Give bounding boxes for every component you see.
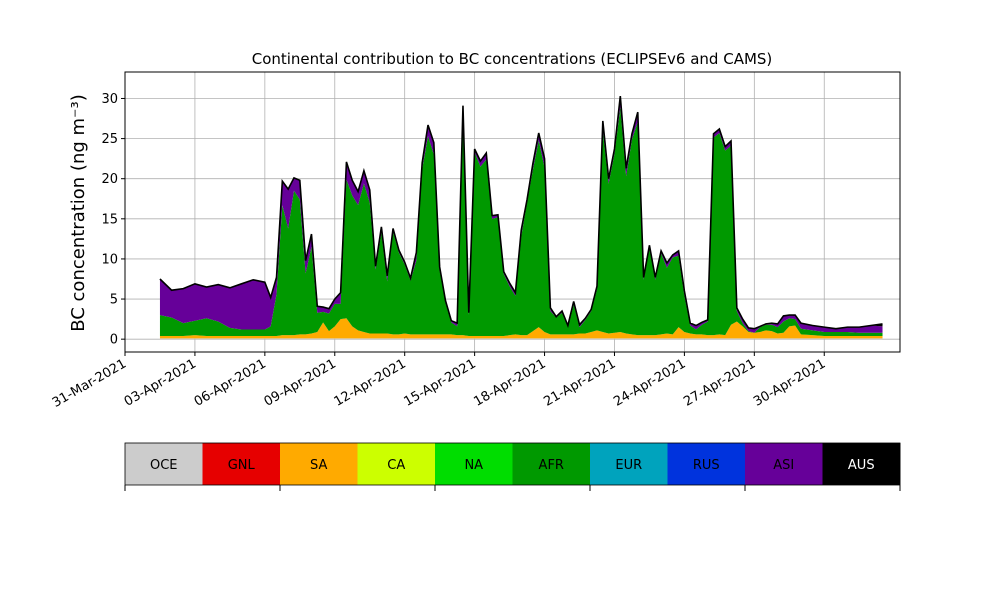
legend-label-sa: SA [310,458,327,473]
y-axis-label: BC concentration (ng m⁻³) [68,94,89,332]
legend-swatch-gnl [202,443,281,485]
area-sa [159,318,883,339]
legend-swatch-eur [590,443,668,485]
legend-label-asi: ASI [773,458,794,473]
x-tick-label: 12-Apr-2021 [332,356,409,409]
area-asi [159,96,883,333]
y-tick-label: 25 [101,132,118,147]
x-tick-label: 21-Apr-2021 [541,356,618,409]
legend-swatch-asi [745,443,823,485]
y-tick-label: 5 [110,293,118,308]
y-tick-label: 30 [101,92,118,107]
legend-label-aus: AUS [848,458,875,473]
y-tick-label: 10 [101,252,118,267]
x-axis: 31-Mar-202103-Apr-202106-Apr-202109-Apr-… [50,352,828,411]
legend-swatch-ca [357,443,436,485]
legend-swatch-rus [667,443,746,485]
x-tick-label: 27-Apr-2021 [681,356,758,409]
y-axis: 0 5 10 15 20 25 30 [101,92,125,348]
legend-label-na: NA [464,458,483,473]
stacked-areas [159,95,883,340]
x-tick-label: 15-Apr-2021 [402,356,479,409]
y-tick-label: 0 [110,333,118,348]
x-tick-label: 03-Apr-2021 [122,356,199,409]
legend-swatch-sa [280,443,358,485]
legend-label-ca: CA [387,458,405,473]
x-tick-label: 09-Apr-2021 [262,356,339,409]
total-outline [159,95,883,330]
y-tick-label: 20 [101,172,118,187]
x-tick-label: 31-Mar-2021 [50,356,129,410]
legend-swatch-aus [822,443,901,485]
chart-title: Continental contribution to BC concentra… [252,50,773,68]
legend-label-rus: RUS [693,458,720,473]
area-afr [159,107,883,336]
legend-label-eur: EUR [615,458,642,473]
y-tick-label: 15 [101,212,118,227]
legend-swatch-afr [512,443,591,485]
legend-colorbar: OCE GNL SA CA NA AFR EUR RUS ASI AUS [124,442,901,491]
x-tick-label: 30-Apr-2021 [751,356,828,409]
legend-swatch-oce [125,443,203,485]
area-oce [159,338,883,340]
legend-label-oce: OCE [150,458,178,473]
legend-label-gnl: GNL [228,458,256,473]
x-tick-label: 18-Apr-2021 [471,356,548,409]
legend-swatch-na [435,443,513,485]
legend-frame [124,442,901,486]
x-tick-label: 24-Apr-2021 [611,356,688,409]
plot-area-frame [124,71,901,353]
x-tick-label: 06-Apr-2021 [192,356,269,409]
legend-label-afr: AFR [539,458,564,473]
